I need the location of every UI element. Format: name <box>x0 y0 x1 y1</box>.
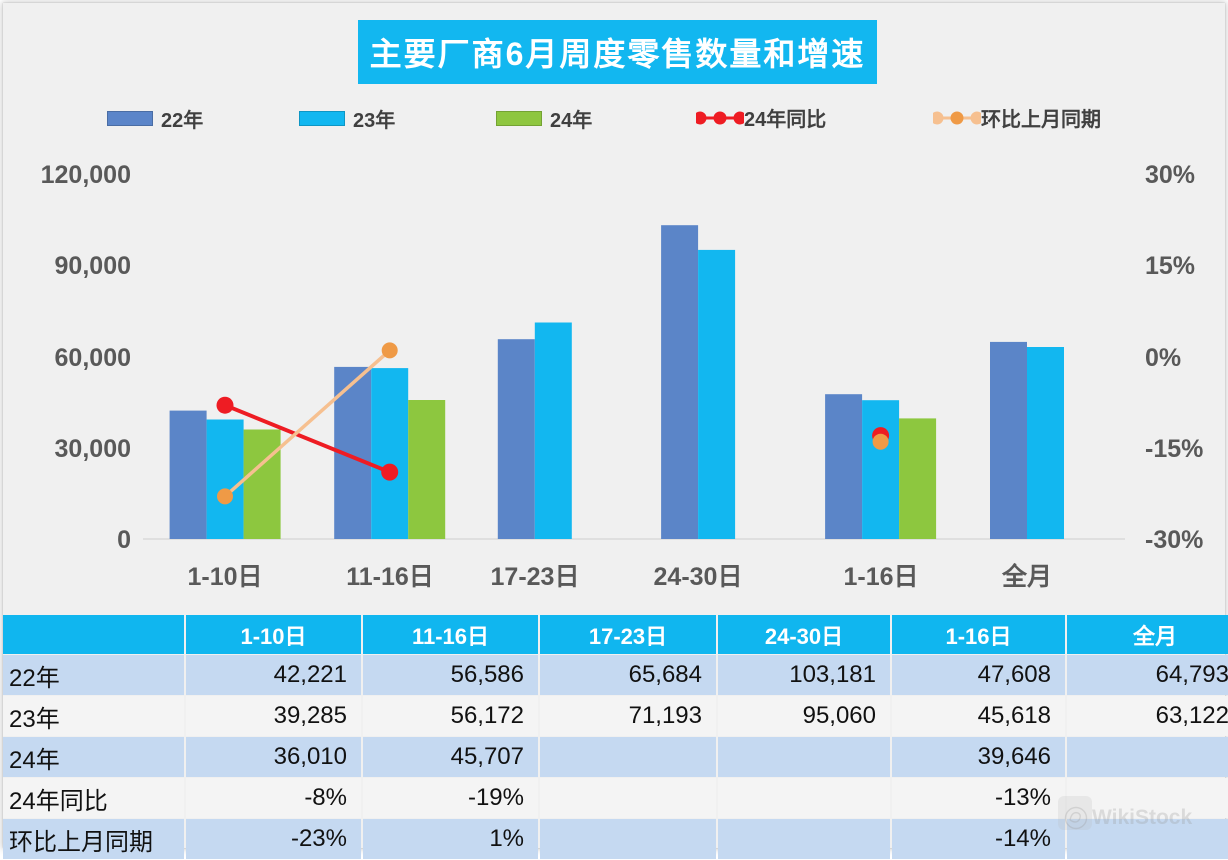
svg-text:1-10日: 1-10日 <box>187 563 262 591</box>
svg-text:90,000: 90,000 <box>55 252 131 280</box>
svg-text:0%: 0% <box>1145 344 1181 372</box>
svg-text:全月: 全月 <box>1001 562 1052 591</box>
svg-text:24-30日: 24-30日 <box>654 563 743 591</box>
svg-text:11-16日: 11-16日 <box>346 563 434 591</box>
svg-text:60,000: 60,000 <box>55 344 131 372</box>
svg-text:120,000: 120,000 <box>41 161 131 189</box>
svg-text:17-23日: 17-23日 <box>491 563 580 591</box>
svg-text:30%: 30% <box>1145 161 1195 189</box>
svg-text:30,000: 30,000 <box>55 435 131 463</box>
svg-text:15%: 15% <box>1145 252 1195 280</box>
svg-text:-30%: -30% <box>1145 526 1203 554</box>
svg-text:0: 0 <box>117 526 131 554</box>
svg-text:1-16日: 1-16日 <box>843 563 918 591</box>
svg-text:-15%: -15% <box>1145 435 1203 463</box>
